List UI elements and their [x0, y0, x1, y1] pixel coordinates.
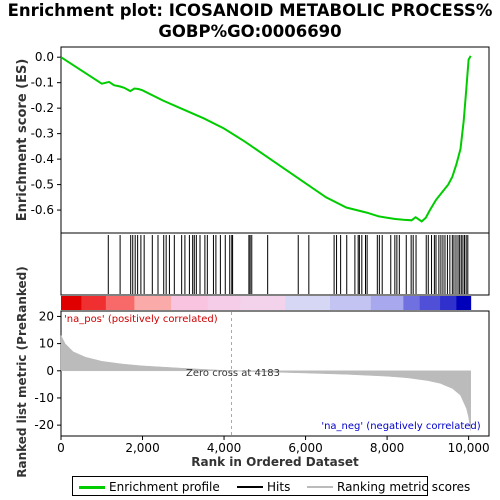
metric-y-tick-label: 20	[39, 309, 54, 323]
legend-label-profile: Enrichment profile	[109, 480, 220, 494]
hits-panel-frame	[60, 232, 490, 296]
es-panel-frame	[60, 46, 490, 234]
legend-label-metric: Ranking metric scores	[337, 480, 471, 494]
legend: Enrichment profile Hits Ranking metric s…	[72, 476, 470, 496]
neg-correlation-label: 'na_neg' (negatively correlated)	[321, 421, 480, 432]
es-y-tick-label: -0.6	[31, 203, 54, 217]
zero-cross-label: Zero cross at 4183	[186, 368, 280, 379]
metric-y-tick-label: 0	[46, 364, 54, 378]
x-axis-label: Rank in Ordered Dataset	[191, 455, 359, 469]
legend-swatch-metric	[307, 486, 333, 488]
es-y-tick-label: -0.2	[31, 101, 54, 115]
enrichment-profile-line	[60, 55, 472, 223]
color-bar-segment	[240, 296, 286, 310]
x-tick-label: 10,000	[448, 441, 490, 455]
color-bar-segment	[81, 296, 107, 310]
es-y-tick-label: -0.4	[31, 152, 54, 166]
legend-swatch-hits	[237, 486, 263, 488]
pos-correlation-label: 'na_pos' (positively correlated)	[64, 314, 218, 325]
color-bar-segment	[134, 296, 172, 310]
color-bar-segment	[61, 296, 82, 310]
x-tick-label: 0	[57, 441, 65, 455]
chart-title: Enrichment plot: ICOSANOID METABOLIC PRO…	[0, 0, 500, 42]
hits-panel	[107, 235, 469, 294]
es-panel	[60, 55, 472, 223]
metric-panel-frame	[60, 310, 490, 437]
es-y-axis-label: Enrichment score (ES)	[15, 59, 30, 222]
es-y-tick-label: 0.0	[35, 50, 54, 64]
metric-y-tick-label: -10	[34, 391, 54, 405]
x-axis: 0 2,000 4,000 6,000 8,000 10,000	[57, 436, 490, 455]
color-bar-segment	[370, 296, 404, 310]
color-bar-segment	[285, 296, 331, 310]
chart-title-line-1: Enrichment plot: ICOSANOID METABOLIC PRO…	[7, 1, 493, 20]
color-bar-segment	[171, 296, 209, 310]
color-bar-segment	[105, 296, 135, 310]
legend-swatch-profile	[79, 486, 105, 489]
color-bar-segment	[330, 296, 372, 310]
x-tick-label: 2,000	[125, 441, 159, 455]
ranked-metric-panel: 20 10 0 -10 -20	[34, 309, 471, 435]
x-tick-label: 6,000	[288, 441, 322, 455]
es-y-tick-label: -0.5	[31, 178, 54, 192]
ranking-metric-area	[60, 335, 471, 431]
color-bar-segment	[456, 296, 472, 310]
chart-title-line-2: GOBP%GO:0006690	[158, 22, 342, 41]
metric-y-tick-label: 10	[39, 337, 54, 351]
color-bar-segment	[207, 296, 241, 310]
es-y-tick-label: -0.1	[31, 76, 54, 90]
color-bar-segment	[419, 296, 441, 310]
color-bar	[61, 296, 472, 310]
legend-label-hits: Hits	[267, 480, 291, 494]
es-panel-ticks: 0.0 -0.1 -0.2 -0.3 -0.4 -0.5 -0.6	[31, 50, 61, 217]
metric-y-axis-label: Ranked list metric (PreRanked)	[15, 266, 29, 478]
x-tick-label: 4,000	[207, 441, 241, 455]
x-tick-label: 8,000	[370, 441, 404, 455]
es-y-tick-label: -0.3	[31, 127, 54, 141]
metric-y-tick-label: -20	[34, 418, 54, 432]
color-bar-segment	[440, 296, 457, 310]
color-bar-segment	[403, 296, 421, 310]
